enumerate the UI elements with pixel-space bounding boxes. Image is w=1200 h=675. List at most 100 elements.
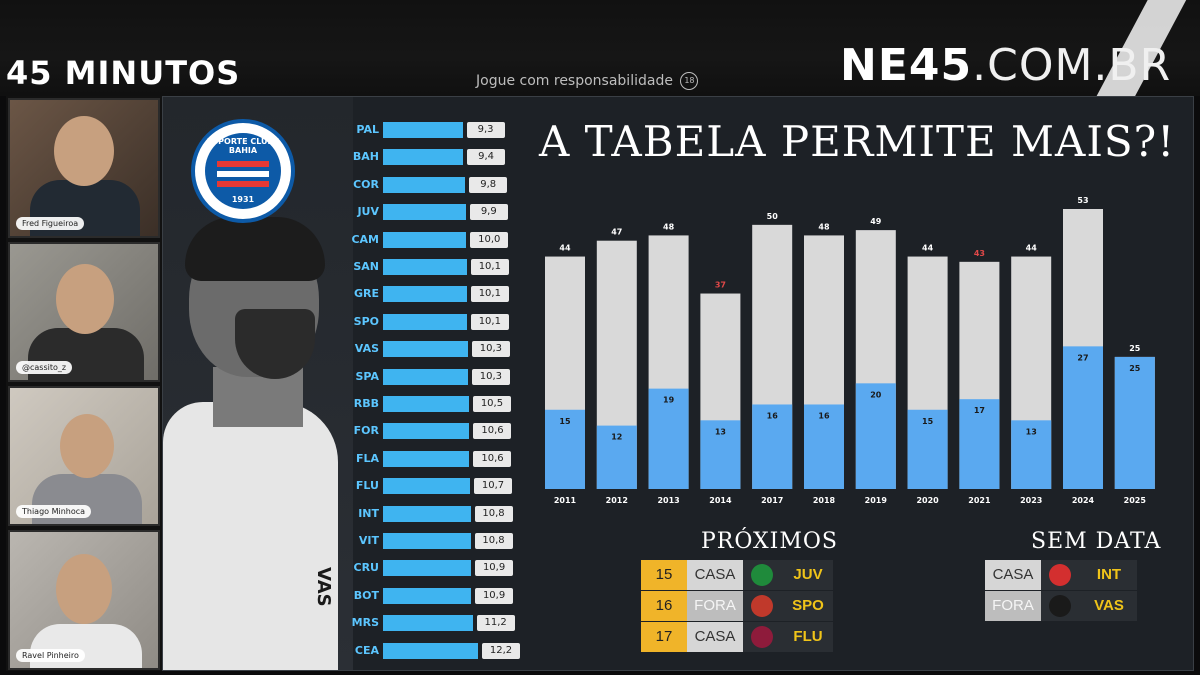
- team-crest-icon: [743, 560, 783, 590]
- standings-team: VIT: [358, 534, 379, 547]
- total-label-2013: 48: [663, 222, 675, 231]
- participant-cam-2: @cassito_z: [8, 242, 160, 382]
- standings-value: 10,9: [475, 587, 514, 604]
- partial-label-2024: 27: [1077, 353, 1088, 362]
- partial-label-2017: 16: [767, 411, 779, 420]
- standings-row: VIT 10,8: [339, 530, 515, 552]
- standings-row: GRE 10,1: [339, 283, 515, 305]
- partial-label-2012: 12: [611, 433, 622, 442]
- total-label-2018: 48: [818, 222, 830, 231]
- standings-value: 10,0: [470, 231, 509, 248]
- standings-bar: [383, 450, 470, 467]
- standings-team: SPO: [353, 314, 379, 328]
- standings-bar: [383, 149, 464, 166]
- bar-partial-2017: [752, 404, 793, 489]
- total-label-2014: 37: [715, 281, 726, 290]
- standings-team: BOT: [353, 588, 379, 602]
- participant-cam-3: Thiago Minhoca: [8, 386, 160, 526]
- responsible-gaming-note: Jogue com responsabilidade 18: [476, 72, 699, 90]
- brand-logo: NE45.COM.BR: [840, 40, 1171, 91]
- partial-label-2021: 17: [974, 406, 985, 415]
- standings-value: 10,5: [472, 396, 511, 412]
- partial-label-2023: 13: [1026, 427, 1037, 436]
- season-points-chart: 44 15 2011 47 12 2012 48 19 2013 37 13 2014 50 16 2017…: [523, 187, 1193, 517]
- fixture-venue: FORA: [687, 591, 743, 621]
- x-tick-2020: 2020: [916, 496, 939, 505]
- standings-bar: [383, 368, 468, 385]
- standings-bar: [383, 122, 463, 138]
- standings-bar: [383, 176, 466, 193]
- standings-row: COR 9,8: [339, 174, 515, 196]
- standings-value: 11,2: [476, 615, 515, 632]
- standings-team: CAM: [351, 232, 379, 246]
- broadcast-header: 45 MINUTOS Jogue com responsabilidade 18…: [0, 0, 1200, 96]
- standings-bar: [383, 533, 471, 549]
- standings-row: SPA 10,3: [339, 366, 515, 388]
- standings-bar: [383, 587, 472, 604]
- standings-team: RBB: [353, 397, 379, 410]
- team-crest-icon: [743, 622, 783, 652]
- standings-team: CRU: [353, 561, 379, 575]
- team-crest-icon: [1049, 595, 1071, 617]
- standings-team: COR: [353, 177, 379, 191]
- standings-bar: [383, 204, 466, 221]
- standings-bar: [383, 313, 467, 330]
- standings-value: 10,9: [475, 560, 514, 577]
- participant-name-tag: Fred Figueiroa: [16, 217, 85, 230]
- standings-value: 12,2: [482, 642, 520, 659]
- standings-team: MRS: [351, 616, 379, 630]
- bar-partial-2019: [855, 383, 896, 489]
- partial-label-2013: 19: [663, 396, 675, 405]
- standings-team: BAH: [352, 150, 379, 164]
- fixture-round: 16: [641, 591, 687, 621]
- participant-name-tag: @cassito_z: [16, 361, 73, 374]
- standings-bar: [383, 341, 468, 358]
- standings-row: JUV 9,9: [339, 201, 515, 223]
- standings-value: 10,1: [470, 286, 509, 303]
- age-18-badge: 18: [680, 72, 699, 90]
- shirt-sponsor-text: VAS: [313, 567, 334, 607]
- standings-team: SAN: [353, 260, 379, 273]
- crest-year: 1931: [231, 195, 255, 204]
- bar-partial-2023: [1011, 420, 1052, 489]
- standings-value: 9,8: [469, 176, 508, 193]
- x-tick-2012: 2012: [606, 496, 628, 505]
- standings-row: SAN 10,1: [339, 256, 515, 278]
- total-label-2025: 25: [1129, 344, 1141, 353]
- standings-team: FLA: [355, 451, 379, 465]
- total-label-2011: 44: [559, 244, 571, 253]
- standings-bar: [383, 642, 478, 659]
- bar-partial-2018: [804, 404, 844, 489]
- partial-label-2019: 20: [870, 390, 882, 399]
- standings-value: 10,6: [473, 423, 512, 440]
- bar-partial-2012: [596, 425, 637, 489]
- partial-label-2014: 13: [715, 427, 726, 436]
- standings-row: BOT 10,9: [339, 585, 515, 607]
- standings-team: FOR: [353, 424, 379, 438]
- standings-value: 10,3: [471, 341, 510, 358]
- standings-list: PAL 9,3 BAH 9,4 COR 9,8 JUV 9,9 CAM 10,0 SAN 10,1 GR…: [339, 119, 520, 669]
- standings-bar: [383, 505, 471, 522]
- standings-row: PAL 9,3: [339, 119, 515, 141]
- team-crest-icon: [751, 564, 773, 586]
- total-label-2019: 49: [870, 217, 882, 226]
- standings-team: PAL: [356, 123, 379, 136]
- team-crest-icon: [1041, 591, 1081, 621]
- team-crest-icon: [751, 626, 773, 648]
- standings-value: 10,1: [470, 313, 509, 330]
- standings-row: FLA 10,6: [339, 448, 515, 470]
- x-tick-2018: 2018: [813, 496, 836, 505]
- partial-label-2025: 25: [1129, 364, 1141, 373]
- standings-team: FLU: [355, 479, 379, 493]
- bar-partial-2011: [545, 409, 585, 489]
- total-label-2017: 50: [767, 212, 779, 221]
- standings-bar: [383, 231, 467, 248]
- total-label-2012: 47: [611, 228, 622, 237]
- standings-team: CEA: [354, 643, 379, 657]
- standings-value: 10,6: [473, 450, 512, 467]
- show-name: 45 MINUTOS: [6, 54, 241, 92]
- brand-bold: NE45: [840, 40, 973, 91]
- standings-bar: [383, 615, 473, 632]
- x-tick-2021: 2021: [968, 496, 991, 505]
- x-tick-2017: 2017: [761, 496, 783, 505]
